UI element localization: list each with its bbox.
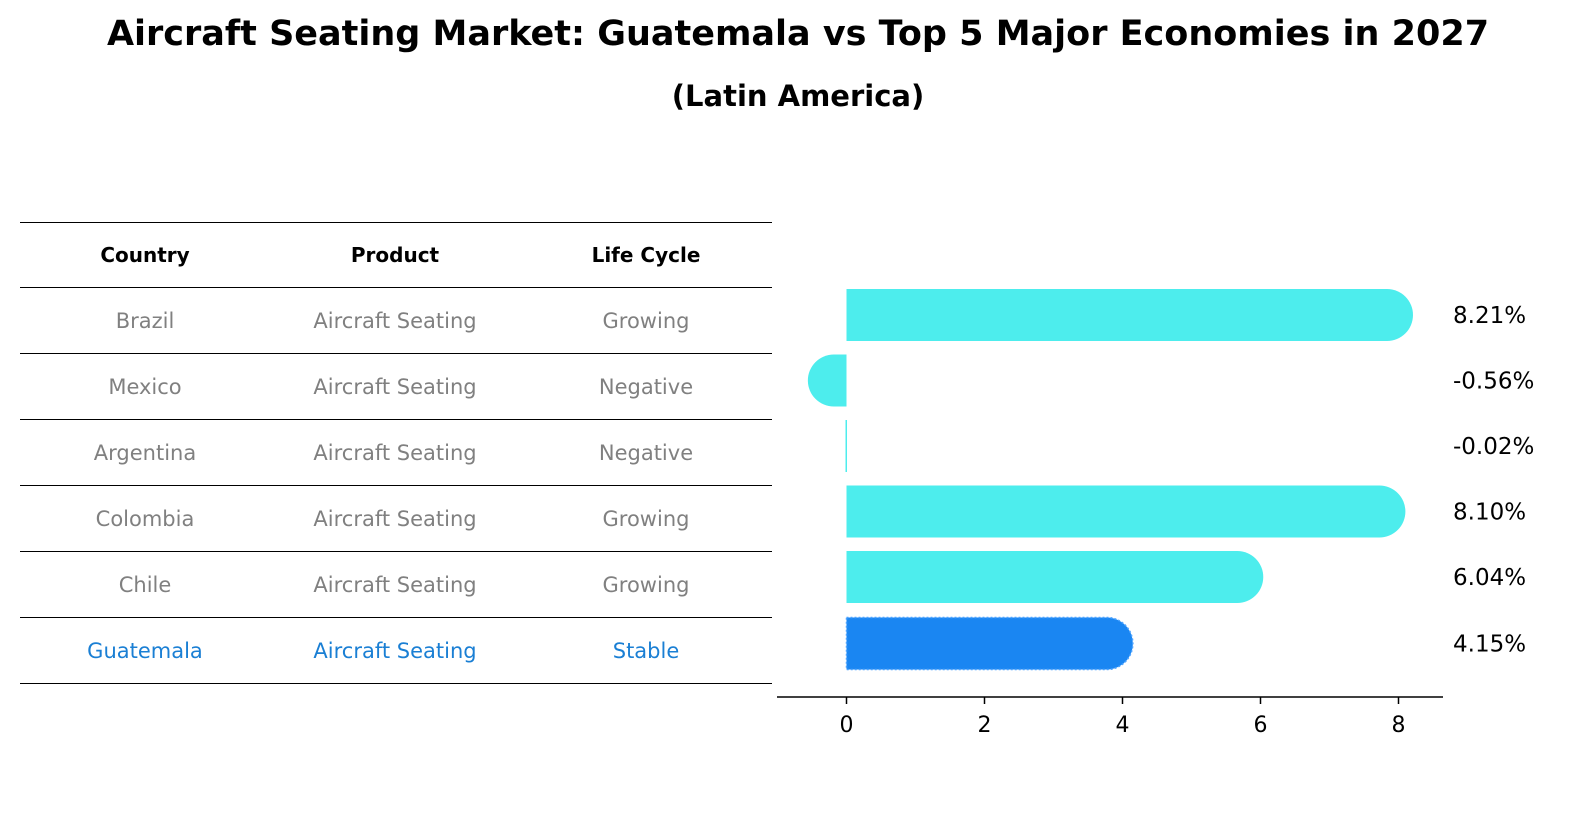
table-row: Colombia Aircraft Seating Growing (20, 486, 772, 552)
table-row: Argentina Aircraft Seating Negative (20, 420, 772, 486)
table-row-highlighted: Guatemala Aircraft Seating Stable (20, 618, 772, 684)
x-tick-label: 0 (840, 713, 854, 738)
cell-country: Chile (118, 572, 172, 597)
life-cycle-table: Country Product Life Cycle Brazil Aircra… (20, 222, 772, 684)
x-tick-label: 2 (978, 713, 992, 738)
chart-title: Aircraft Seating Market: Guatemala vs To… (106, 14, 1490, 54)
cell-country: Colombia (95, 506, 195, 531)
x-tick-label: 8 (1392, 713, 1406, 738)
cell-product: Aircraft Seating (313, 374, 477, 399)
cell-country: Guatemala (87, 638, 203, 663)
cell-life-cycle: Growing (602, 572, 690, 597)
value-label-guatemala: 4.15% (1453, 632, 1526, 658)
cell-product: Aircraft Seating (313, 308, 477, 333)
table-header-row: Country Product Life Cycle (20, 222, 772, 288)
bar-colombia (846, 485, 1406, 538)
value-label-argentina: -0.02% (1453, 434, 1534, 460)
table-row: Chile Aircraft Seating Growing (20, 552, 772, 618)
cell-life-cycle: Negative (598, 374, 694, 399)
header-country: Country (100, 243, 190, 267)
cell-product: Aircraft Seating (313, 572, 477, 597)
chart-subtitle: (Latin America) (671, 79, 925, 113)
cell-life-cycle: Growing (602, 506, 690, 531)
header-life-cycle: Life Cycle (591, 243, 701, 267)
cell-product: Aircraft Seating (313, 506, 477, 531)
cell-product: Aircraft Seating (313, 440, 477, 465)
bar-chile (846, 551, 1264, 603)
cell-country: Mexico (108, 374, 182, 399)
header-product: Product (350, 243, 440, 267)
cell-product: Aircraft Seating (313, 638, 477, 663)
x-tick-label: 4 (1116, 713, 1130, 738)
bar-argentina (845, 420, 847, 472)
x-tick-label: 6 (1254, 713, 1268, 738)
cell-life-cycle: Stable (612, 638, 680, 663)
cell-life-cycle: Growing (602, 308, 690, 333)
bar-brazil (846, 289, 1413, 341)
value-label-mexico: -0.56% (1453, 369, 1534, 395)
value-label-brazil: 8.21% (1453, 303, 1526, 329)
table-row: Brazil Aircraft Seating Growing (20, 288, 772, 354)
table-row: Mexico Aircraft Seating Negative (20, 354, 772, 420)
cell-country: Argentina (93, 440, 197, 465)
bar-guatemala (845, 616, 1134, 671)
value-label-chile: 6.04% (1453, 565, 1526, 591)
value-label-colombia: 8.10% (1453, 500, 1526, 526)
cell-country: Brazil (115, 308, 175, 333)
bar-mexico (807, 354, 847, 407)
cell-life-cycle: Negative (598, 440, 694, 465)
